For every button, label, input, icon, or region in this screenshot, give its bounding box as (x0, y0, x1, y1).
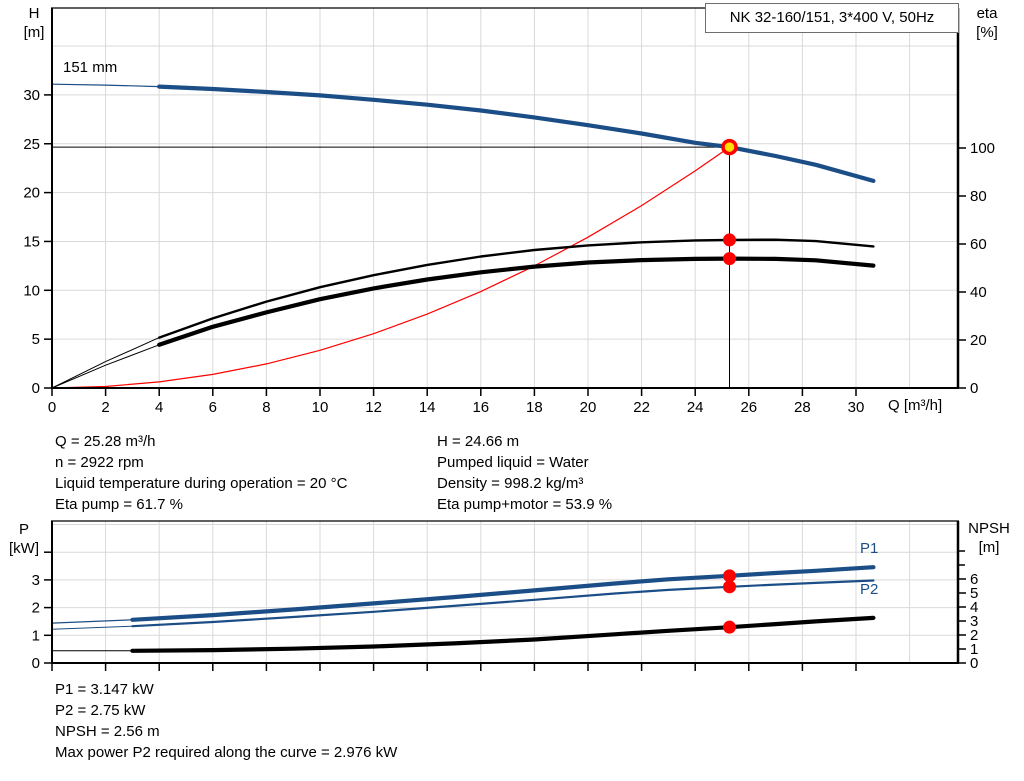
right-axis-tick-label: 100 (970, 140, 995, 157)
right-axis-tick-label: 60 (970, 236, 987, 253)
right-axis-tick-label: 2 (970, 627, 978, 644)
x-axis-tick-label: 28 (794, 399, 811, 416)
right-axis-tick-label: 3 (970, 613, 978, 630)
eta-pump-motor-curve (157, 256, 876, 347)
impeller-diameter-label: 151 mm (63, 59, 118, 76)
x-axis-tick-label: 2 (101, 399, 109, 416)
right-axis-tick-label: 20 (970, 332, 987, 349)
eta-pump-curve-thin (51, 239, 874, 389)
right-axis-tick-label: 80 (970, 188, 987, 205)
x-axis-tick-label: 16 (472, 399, 489, 416)
npsh-curve (130, 615, 876, 653)
info-line: Eta pump+motor = 53.9 % (437, 496, 613, 513)
left-axis-tick-label: 0 (32, 655, 40, 672)
info-line: Pumped liquid = Water (437, 454, 589, 471)
operating-point-dot (723, 252, 737, 266)
operating-point-dot (723, 233, 737, 247)
p1-curve (130, 565, 876, 622)
x-axis-tick-label: 24 (687, 399, 704, 416)
npsh-axis-unit: [m] (978, 539, 1000, 556)
eta-axis-label: eta [%] (966, 4, 1008, 42)
left-axis-tick-label: 25 (23, 136, 40, 153)
info-line: Eta pump = 61.7 % (55, 496, 183, 513)
duty-info-right: H = 24.66 m Pumped liquid = Water Density … (437, 431, 612, 515)
x-axis-tick-label: 18 (526, 399, 543, 416)
left-axis-tick-label: 20 (23, 185, 40, 202)
x-axis-tick-label: 12 (365, 399, 382, 416)
right-axis-tick-label: 40 (970, 284, 987, 301)
x-axis-tick-label: 20 (580, 399, 597, 416)
power-info: P1 = 3.147 kW P2 = 2.75 kW NPSH = 2.56 m Ma… (55, 679, 397, 763)
right-axis-tick-label: 4 (970, 599, 978, 616)
operating-point-dot (723, 620, 737, 634)
eta-axis-unit: [%] (976, 24, 998, 41)
x-axis-tick-label: 14 (419, 399, 436, 416)
p2-curve-label: P2 (860, 581, 879, 598)
left-axis-tick-label: 30 (23, 87, 40, 104)
npsh-curve-thin (51, 617, 874, 652)
x-axis-tick-label: 22 (633, 399, 650, 416)
system-curve (51, 146, 730, 389)
operating-point-dot (723, 580, 737, 594)
left-axis-tick-label: 1 (32, 627, 40, 644)
x-axis-tick-label: 8 (262, 399, 270, 416)
power-axis-label: P [kW] (2, 520, 46, 558)
left-axis-tick-label: 3 (32, 572, 40, 589)
x-axis-tick-label: 10 (312, 399, 329, 416)
x-axis-tick-label: 26 (740, 399, 757, 416)
head-curve-151mm-thin (51, 83, 874, 182)
info-line: H = 24.66 m (437, 433, 520, 450)
head-axis-symbol: H (28, 5, 40, 22)
x-axis-tick-label: 0 (48, 399, 56, 416)
x-axis-tick-label: 6 (209, 399, 217, 416)
info-line: Liquid temperature during operation = 20… (55, 475, 348, 492)
left-axis-tick-label: 15 (23, 233, 40, 250)
head-axis-unit: [m] (23, 24, 45, 41)
flow-axis-unit-label: Q [m³/h] (888, 397, 943, 414)
duty-point-marker (721, 138, 738, 156)
right-axis-tick-label: 5 (970, 585, 978, 602)
eta-pump-motor-curve-thin (51, 258, 874, 389)
head-curve-151mm (157, 84, 876, 183)
info-line: n = 2922 rpm (55, 454, 144, 471)
right-axis-tick-label: 0 (970, 655, 978, 672)
info-line: P1 = 3.147 kW (55, 681, 154, 698)
left-axis-tick-label: 10 (23, 282, 40, 299)
power-axis-unit: [kW] (9, 540, 39, 557)
x-axis-tick-label: 30 (848, 399, 865, 416)
npsh-axis-label: NPSH [m] (962, 519, 1016, 557)
npsh-axis-symbol: NPSH (968, 520, 1010, 537)
pump-title-box: NK 32-160/151, 3*400 V, 50Hz (705, 3, 959, 33)
right-axis-tick-label: 1 (970, 641, 978, 658)
eta-axis-symbol: eta (976, 5, 998, 22)
duty-info-left: Q = 25.28 m³/h n = 2922 rpm Liquid tempera… (55, 431, 347, 515)
info-line: NPSH = 2.56 m (55, 723, 160, 740)
left-axis-tick-label: 5 (32, 331, 40, 348)
info-line: P2 = 2.75 kW (55, 702, 146, 719)
left-axis-tick-label: 0 (32, 380, 40, 397)
p2-curve (131, 579, 875, 628)
info-line: Density = 998.2 kg/m³ (437, 475, 584, 492)
info-line: Q = 25.28 m³/h (55, 433, 156, 450)
left-axis-tick-label: 2 (32, 600, 40, 617)
info-line: Max power P2 required along the curve = … (55, 744, 398, 761)
x-axis-tick-label: 4 (155, 399, 163, 416)
right-axis-tick-label: 0 (970, 380, 978, 397)
p1-curve-label: P1 (860, 540, 879, 557)
power-axis-symbol: P (18, 521, 29, 538)
operating-point-dot (723, 569, 737, 583)
eta-pump-curve (157, 238, 875, 339)
head-axis-label: H [m] (14, 4, 54, 42)
right-axis-tick-label: 6 (970, 571, 978, 588)
